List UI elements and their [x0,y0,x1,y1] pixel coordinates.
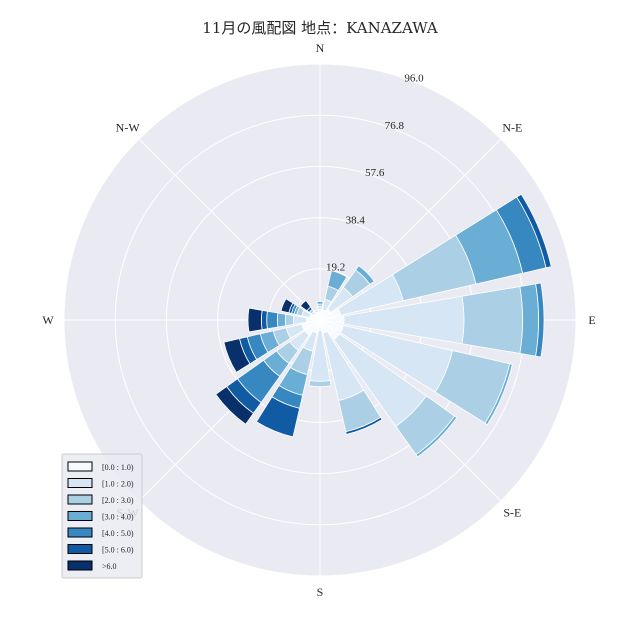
wind-bar-segment [516,193,552,269]
legend-swatch [67,560,93,571]
wind-bar-segment [345,416,383,435]
direction-label: E [588,313,595,327]
direction-labels: NN-EES-ESS-WWN-W [42,41,595,599]
direction-label: N-E [502,121,522,135]
wind-bar-segment [299,299,312,312]
legend-swatch [67,494,93,505]
legend-swatch [67,544,93,554]
wind-bar-segment [415,415,458,458]
direction-label: N [316,41,325,55]
legend-swatch [67,511,93,521]
wind-bar-segment [327,270,348,292]
direction-label: S-E [503,505,521,519]
radial-tick-label: 96.0 [404,72,424,84]
radial-tick-label: 19.2 [326,262,345,274]
wind-rose-bars [215,193,552,458]
legend-label: [3.0 : 4.0) [102,513,134,522]
legend-swatch [67,461,93,472]
wind-bar-segment [484,363,513,426]
direction-label: S [317,585,324,599]
legend-label: [0.0 : 1.0) [102,463,134,472]
legend: [0.0 : 1.0) [1.0 : 2.0) [2.0 : 3.0) [3.0 : … [61,453,143,579]
legend-swatch [67,527,93,538]
wind-bar-segment [313,309,319,314]
wind-bar-segment [260,309,268,331]
grid-spoke [138,138,321,321]
wind-bar-segment [355,265,375,285]
legend-label: [1.0 : 2.0) [102,480,134,489]
wind-bar-segment [266,310,279,330]
chart-title: 11月の風配図 地点：KANAZAWA [202,19,438,37]
direction-label: W [42,313,54,327]
legend-swatch [67,478,93,488]
wind-bar-segment [308,380,332,388]
legend-label: >6.0 [102,562,117,571]
legend-label: [2.0 : 3.0) [102,496,134,505]
wind-bar-segment [535,282,545,358]
wind-bar-segment [280,298,294,314]
radial-tick-labels: 19.2 38.4 57.6 76.8 96.0 [326,72,424,273]
legend-label: [5.0 : 6.0) [102,546,134,555]
wind-bar-segment [255,396,301,438]
wind-bar-segment [519,283,540,357]
direction-label: N-W [116,121,141,135]
wind-bar-segment [284,313,295,327]
legend-label: [4.0 : 5.0) [102,529,134,538]
radial-tick-label: 76.8 [385,120,405,132]
wind-bar-segment [215,386,254,425]
wind-bar-segment [316,300,324,305]
wind-bar-segment [223,338,251,373]
radial-tick-label: 57.6 [365,167,385,179]
wind-bar-segment [247,307,263,333]
radial-tick-label: 38.4 [346,214,366,226]
wind-bar-segment [276,312,287,328]
wind-bar-segment [461,286,524,354]
